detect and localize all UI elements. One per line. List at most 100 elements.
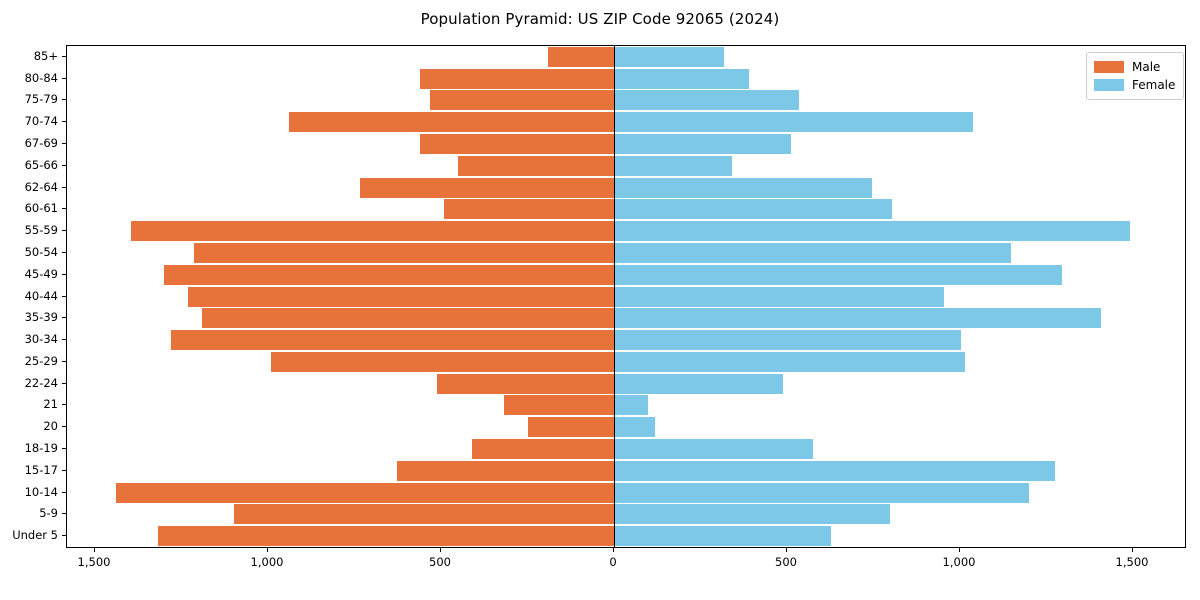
bar-male-62-64 xyxy=(359,177,614,198)
bar-male-35-39 xyxy=(202,308,614,329)
bar-female-62-64 xyxy=(614,177,872,198)
legend-item-male: Male xyxy=(1094,58,1175,76)
x-tick-label: 500 xyxy=(429,555,451,569)
bar-row xyxy=(67,90,1185,111)
x-tick-mark xyxy=(440,548,441,552)
bar-row xyxy=(67,395,1185,416)
bar-female-30-34 xyxy=(614,330,962,351)
plot-inner xyxy=(67,46,1185,547)
x-tick-mark xyxy=(959,548,960,552)
y-tick-mark xyxy=(62,469,66,471)
chart-legend: Male Female xyxy=(1086,52,1185,100)
legend-item-female: Female xyxy=(1094,76,1175,94)
y-tick-label-65-66: 65-66 xyxy=(24,157,58,172)
y-tick-mark xyxy=(62,164,66,166)
chart-title: Population Pyramid: US ZIP Code 92065 (2… xyxy=(420,10,780,28)
bar-female-70-74 xyxy=(614,112,973,133)
y-tick-label-18-19: 18-19 xyxy=(24,440,58,455)
y-tick-label-35-39: 35-39 xyxy=(24,310,58,325)
bar-row xyxy=(67,242,1185,263)
bar-row xyxy=(67,134,1185,155)
bar-female-67-69 xyxy=(614,134,791,155)
y-tick-mark xyxy=(62,55,66,57)
bar-row xyxy=(67,504,1185,525)
y-tick-mark xyxy=(62,295,66,297)
bar-female-85- xyxy=(614,46,725,67)
bar-male-25-29 xyxy=(271,351,614,372)
bar-female-under-5 xyxy=(614,526,831,547)
bar-row xyxy=(67,112,1185,133)
bar-row xyxy=(67,221,1185,242)
bar-row xyxy=(67,308,1185,329)
legend-label-male: Male xyxy=(1132,60,1161,74)
bar-female-20 xyxy=(614,417,656,438)
y-tick-mark xyxy=(62,447,66,449)
y-tick-mark xyxy=(62,77,66,79)
legend-swatch-male xyxy=(1094,61,1124,73)
x-tick-label: 500 xyxy=(775,555,797,569)
bar-female-40-44 xyxy=(614,286,945,307)
bar-female-18-19 xyxy=(614,438,813,459)
y-tick-mark xyxy=(62,186,66,188)
y-tick-label-60-61: 60-61 xyxy=(24,201,58,216)
bar-male-18-19 xyxy=(472,438,614,459)
y-tick-label-75-79: 75-79 xyxy=(24,92,58,107)
bar-male-67-69 xyxy=(420,134,614,155)
x-tick-mark xyxy=(267,548,268,552)
y-tick-mark xyxy=(62,121,66,123)
x-tick-mark xyxy=(1132,548,1133,552)
y-tick-label-25-29: 25-29 xyxy=(24,353,58,368)
bar-female-55-59 xyxy=(614,221,1130,242)
bar-row xyxy=(67,351,1185,372)
bar-male-80-84 xyxy=(420,68,614,89)
y-tick-label-85-: 85+ xyxy=(33,48,58,63)
bar-male-70-74 xyxy=(288,112,614,133)
x-tick-label: 1,500 xyxy=(1115,555,1149,569)
zero-axis-line xyxy=(614,46,615,547)
bar-row xyxy=(67,526,1185,547)
x-axis: 1,500 1,000 500 0 500 1,000 1,500 xyxy=(66,548,1186,588)
legend-label-female: Female xyxy=(1132,78,1176,92)
bar-row xyxy=(67,264,1185,285)
x-tick-label: 1,000 xyxy=(250,555,284,569)
bar-row xyxy=(67,286,1185,307)
y-tick-mark xyxy=(62,317,66,319)
y-tick-label-21: 21 xyxy=(43,397,58,412)
bar-female-15-17 xyxy=(614,460,1055,481)
y-tick-label-67-69: 67-69 xyxy=(24,136,58,151)
y-tick-label-10-14: 10-14 xyxy=(24,484,58,499)
bar-female-5-9 xyxy=(614,504,891,525)
y-tick-mark xyxy=(62,513,66,515)
bar-male-5-9 xyxy=(234,504,614,525)
y-tick-label-45-49: 45-49 xyxy=(24,266,58,281)
y-tick-label-15-17: 15-17 xyxy=(24,462,58,477)
x-tick-mark xyxy=(786,548,787,552)
y-tick-label-70-74: 70-74 xyxy=(24,114,58,129)
y-tick-mark xyxy=(62,426,66,428)
bar-female-35-39 xyxy=(614,308,1102,329)
bar-male-65-66 xyxy=(458,155,614,176)
bar-female-45-49 xyxy=(614,264,1062,285)
x-tick-label: 1,500 xyxy=(77,555,111,569)
bar-male-15-17 xyxy=(397,460,614,481)
bar-female-65-66 xyxy=(614,155,732,176)
y-tick-label-40-44: 40-44 xyxy=(24,288,58,303)
bar-female-80-84 xyxy=(614,68,749,89)
legend-swatch-female xyxy=(1094,79,1124,91)
y-tick-mark xyxy=(62,143,66,145)
bar-male-21 xyxy=(503,395,614,416)
plot-area xyxy=(66,45,1186,548)
bar-row xyxy=(67,155,1185,176)
x-tick-mark xyxy=(613,548,614,552)
y-tick-mark xyxy=(62,491,66,493)
bar-male-85- xyxy=(547,46,614,67)
bar-male-10-14 xyxy=(116,482,614,503)
bar-male-60-61 xyxy=(444,199,614,220)
bar-male-under-5 xyxy=(157,526,614,547)
bar-female-60-61 xyxy=(614,199,892,220)
y-tick-label-20: 20 xyxy=(43,419,58,434)
bar-female-21 xyxy=(614,395,648,416)
y-tick-label-5-9: 5-9 xyxy=(39,506,58,521)
y-tick-mark xyxy=(62,230,66,232)
y-tick-mark xyxy=(62,404,66,406)
